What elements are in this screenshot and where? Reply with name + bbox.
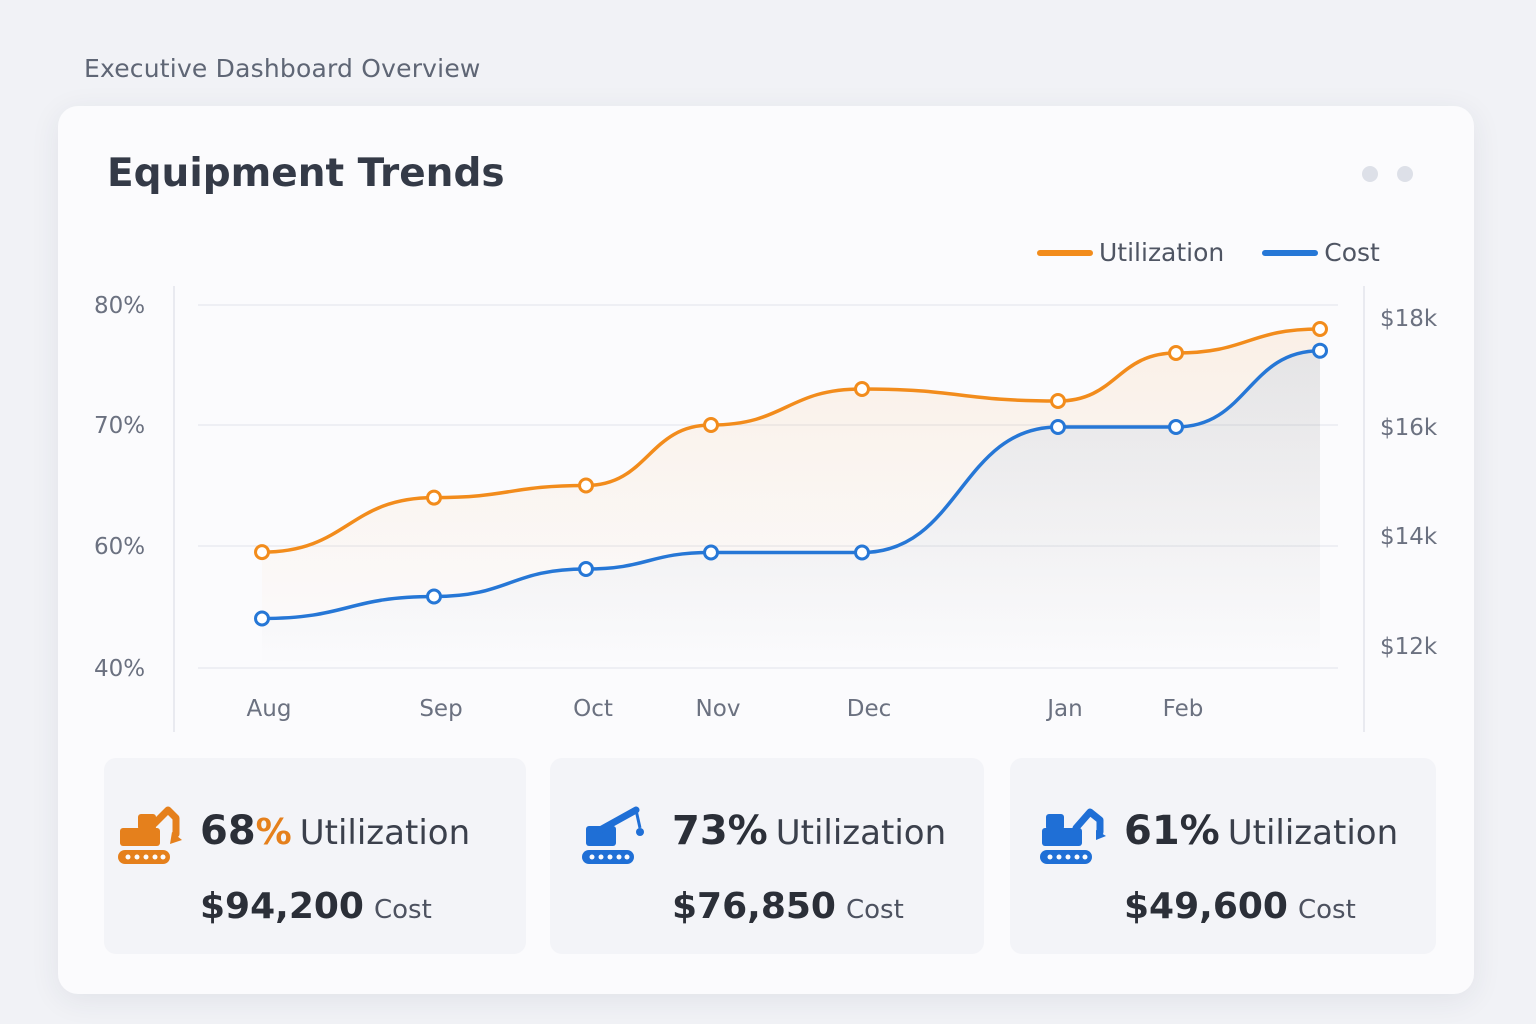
data-point-cost[interactable]: [1312, 342, 1328, 359]
kpi-card-1[interactable]: 68 % Utilization $94,200 Cost: [104, 758, 526, 954]
x-tick-label: Oct: [573, 696, 613, 722]
kpi-cost-value: $94,200: [200, 886, 364, 927]
data-point-cost[interactable]: [1168, 419, 1184, 435]
x-tick-label: Feb: [1163, 696, 1204, 722]
data-point-cost[interactable]: [578, 561, 594, 577]
legend-label-cost: Cost: [1324, 238, 1380, 267]
data-point-utilization[interactable]: [703, 417, 719, 433]
legend-swatch-utilization: [1037, 249, 1093, 256]
kpi-cost-label: Cost: [845, 895, 904, 925]
data-point-cost[interactable]: [426, 588, 442, 605]
card-title: Equipment Trends: [107, 151, 505, 196]
page-header-title: Executive Dashboard Overview: [84, 54, 481, 83]
data-point-cost[interactable]: [1050, 419, 1066, 435]
legend-label-utilization: Utilization: [1099, 238, 1225, 267]
kpi-cost-label: Cost: [1297, 895, 1356, 925]
kpi-cost-value: $49,600: [1124, 886, 1288, 927]
x-tick-label: Nov: [696, 696, 741, 722]
data-point-utilization[interactable]: [1168, 345, 1184, 361]
x-tick-label: Aug: [247, 696, 292, 722]
excavator-icon: [1040, 808, 1106, 864]
kpi-card-3[interactable]: 61% Utilization $49,600 Cost: [1010, 758, 1436, 954]
data-point-utilization[interactable]: [854, 381, 870, 397]
y-tick-label-right: $14k: [1380, 524, 1438, 550]
chart-legend: Utilization Cost: [1037, 238, 1380, 267]
y-tick-label-left: 80%: [94, 293, 145, 319]
y-tick-label-left: 60%: [94, 534, 145, 560]
kpi-label: Utilization: [775, 813, 947, 853]
data-point-cost[interactable]: [703, 544, 719, 561]
legend-swatch-cost: [1262, 249, 1319, 256]
kpi-label: Utilization: [299, 813, 471, 853]
kpi-value: 68: [200, 808, 256, 854]
kpi-card-2[interactable]: 73% Utilization $76,850 Cost: [550, 758, 984, 954]
y-tick-label-left: 70%: [94, 413, 145, 439]
legend-item-utilization[interactable]: Utilization: [1037, 238, 1224, 267]
data-point-utilization[interactable]: [426, 489, 442, 506]
x-tick-label: Dec: [847, 696, 892, 722]
data-point-utilization[interactable]: [254, 544, 270, 561]
y-tick-label-right: $12k: [1380, 634, 1438, 660]
y-tick-label-right: $18k: [1380, 306, 1438, 332]
kpi-label: Utilization: [1227, 813, 1399, 853]
crane-icon: [582, 806, 644, 864]
x-tick-label: Jan: [1045, 696, 1082, 722]
x-tick-label: Sep: [419, 696, 462, 722]
excavator-icon: [118, 806, 182, 864]
kpi-value: 61%: [1124, 808, 1220, 854]
data-point-cost[interactable]: [254, 610, 270, 627]
card-menu-button[interactable]: [1362, 166, 1413, 182]
data-point-utilization[interactable]: [578, 477, 594, 494]
equipment-trends-chart: 80% 70% 60% 40% $18k $16k $14k $12k Aug Sep Oct Nov…: [94, 286, 1438, 732]
y-tick-label-right: $16k: [1380, 415, 1438, 441]
data-point-cost[interactable]: [854, 544, 870, 561]
kpi-value: 73%: [672, 808, 768, 854]
legend-item-cost[interactable]: Cost: [1262, 238, 1380, 267]
data-point-utilization[interactable]: [1050, 393, 1066, 409]
equipment-trends-card: Equipment Trends Utilization Cost: [58, 106, 1474, 994]
kpi-percent-sign: %: [255, 812, 292, 853]
data-point-utilization[interactable]: [1312, 321, 1328, 337]
kpi-cost-label: Cost: [373, 895, 432, 925]
menu-dot-icon: [1397, 166, 1413, 182]
menu-dot-icon: [1362, 166, 1378, 182]
kpi-cost-value: $76,850: [672, 886, 836, 927]
y-tick-label-left: 40%: [94, 656, 145, 682]
